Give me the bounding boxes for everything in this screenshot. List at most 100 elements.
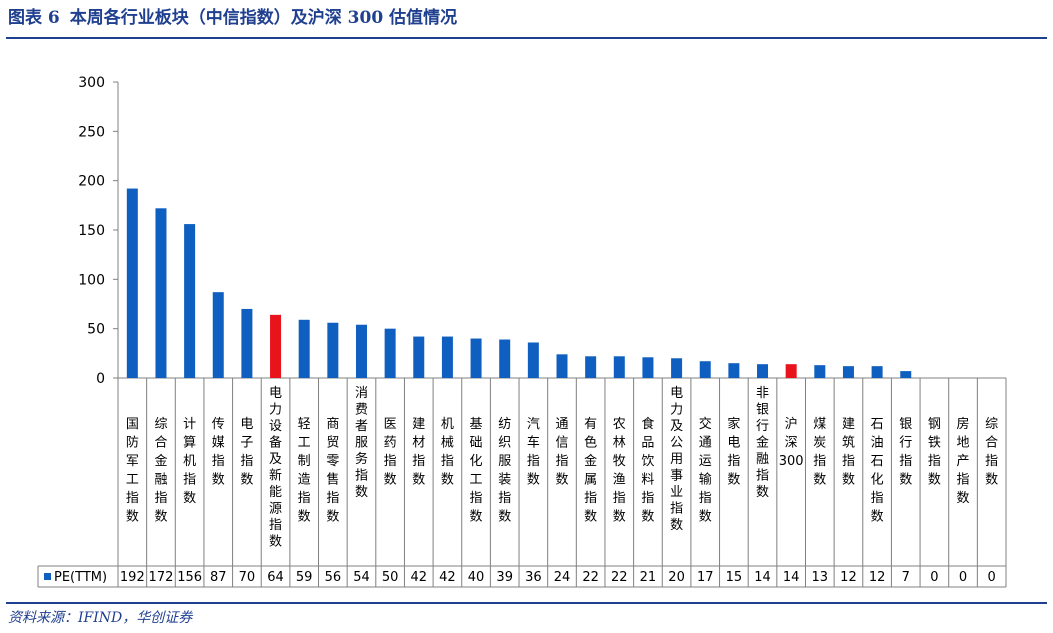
y-tick-label: 0 xyxy=(96,371,105,387)
category-label: 房地产指数 xyxy=(957,416,970,506)
y-tick-label: 100 xyxy=(78,272,105,288)
y-tick-label: 150 xyxy=(78,223,105,239)
category-label: 沪深 300 xyxy=(779,416,804,469)
bar xyxy=(642,357,654,378)
data-table-value: 20 xyxy=(668,570,685,585)
bar xyxy=(155,208,167,378)
y-tick-label: 250 xyxy=(78,124,105,140)
bar xyxy=(785,364,797,378)
category-label: 机械指数 xyxy=(441,417,454,488)
bar xyxy=(327,322,339,378)
title-rule xyxy=(6,37,1047,39)
category-label: 煤炭指数 xyxy=(813,417,826,488)
bar xyxy=(470,338,482,378)
data-table-value: 42 xyxy=(439,570,456,585)
data-table-value: 22 xyxy=(611,570,628,585)
category-label: 传媒指数 xyxy=(212,417,225,488)
data-table-value: 36 xyxy=(525,570,542,585)
bar xyxy=(814,365,826,378)
category-label: 轻工制造指数 xyxy=(298,417,311,525)
y-tick-label: 300 xyxy=(78,75,105,91)
category-label: 通信指数 xyxy=(555,417,568,488)
bar xyxy=(613,356,625,378)
category-label: 电子指数 xyxy=(240,417,253,488)
bar xyxy=(871,366,883,378)
data-table-value: 192 xyxy=(120,570,145,585)
data-table-value: 14 xyxy=(783,570,800,585)
category-label: 纺织服装指数 xyxy=(498,417,511,525)
category-label: 有色金属指数 xyxy=(584,417,597,525)
category-label: 钢铁指数 xyxy=(928,417,941,488)
category-label: 交通运输指数 xyxy=(699,416,712,525)
bar xyxy=(126,188,138,378)
data-table-value: 0 xyxy=(988,570,996,585)
category-label: 电力及公用事业指数 xyxy=(670,386,683,533)
figure-title: 图表 6 本周各行业板块（中信指数）及沪深 300 估值情况 xyxy=(8,6,467,30)
category-label: 建筑指数 xyxy=(842,417,855,488)
bar xyxy=(241,308,253,378)
bar xyxy=(671,358,683,378)
bar-chart: 050100150200250300PE(TTM)国防军工指数192综合金融指数… xyxy=(37,75,1007,588)
bar xyxy=(527,342,539,378)
data-table-value: 0 xyxy=(930,570,938,585)
category-label: 石油石化指数 xyxy=(871,417,884,525)
data-table-value: 14 xyxy=(754,570,771,585)
bar xyxy=(441,336,453,378)
legend-label: PE(TTM) xyxy=(54,570,107,585)
bar xyxy=(212,292,224,378)
source-rule xyxy=(6,602,1047,604)
data-table-value: 50 xyxy=(382,570,399,585)
bar xyxy=(355,324,367,378)
legend-swatch xyxy=(44,573,51,580)
y-tick-label: 200 xyxy=(78,174,105,190)
category-label: 医药指数 xyxy=(384,417,397,488)
bar xyxy=(556,354,568,378)
data-table-value: 156 xyxy=(177,570,202,585)
source-note: 资料来源：IFIND，华创证券 xyxy=(8,610,193,626)
category-label: 消费者服务指数 xyxy=(355,386,368,500)
data-table-value: 70 xyxy=(239,570,256,585)
category-label: 家电指数 xyxy=(727,416,740,488)
category-label: 汽车指数 xyxy=(527,417,540,488)
data-table-value: 172 xyxy=(149,570,174,585)
data-table-value: 0 xyxy=(959,570,967,585)
data-table-value: 21 xyxy=(640,570,657,585)
bar xyxy=(384,328,396,378)
figure-title-text: 本周各行业板块（中信指数）及沪深 300 估值情况 xyxy=(69,8,458,28)
bar xyxy=(728,363,740,378)
bar xyxy=(184,224,196,378)
data-table-value: 24 xyxy=(554,570,571,585)
data-table-value: 22 xyxy=(582,570,599,585)
category-label: 国防军工指数 xyxy=(126,417,139,525)
data-table-value: 42 xyxy=(411,570,428,585)
category-label: 电力设备及新能源指数 xyxy=(269,386,282,550)
bar xyxy=(499,339,511,378)
bar xyxy=(900,371,912,378)
bar xyxy=(413,336,425,378)
category-label: 食品饮料指数 xyxy=(641,416,654,525)
category-label: 计算机指数 xyxy=(183,417,196,506)
data-table-value: 12 xyxy=(869,570,886,585)
category-label: 建材指数 xyxy=(412,417,425,488)
data-table-value: 59 xyxy=(296,570,313,585)
bar xyxy=(699,361,711,378)
data-table-value: 12 xyxy=(840,570,857,585)
bar xyxy=(842,366,854,378)
data-table-value: 39 xyxy=(496,570,513,585)
data-table-value: 40 xyxy=(468,570,485,585)
data-table-value: 56 xyxy=(325,570,342,585)
category-label: 银行指数 xyxy=(899,417,912,488)
data-table-value: 7 xyxy=(902,570,910,585)
bar xyxy=(585,356,597,378)
data-table-value: 17 xyxy=(697,570,714,585)
bar xyxy=(270,314,282,378)
category-label: 农林牧渔指数 xyxy=(613,417,626,525)
data-table-value: 13 xyxy=(812,570,829,585)
data-table-value: 87 xyxy=(210,570,227,585)
bar xyxy=(757,364,769,378)
data-table-value: 54 xyxy=(353,570,370,585)
figure-label: 图表 6 xyxy=(8,8,60,28)
data-table-value: 15 xyxy=(726,570,743,585)
category-label: 综合指数 xyxy=(985,417,998,488)
bar xyxy=(298,319,310,378)
